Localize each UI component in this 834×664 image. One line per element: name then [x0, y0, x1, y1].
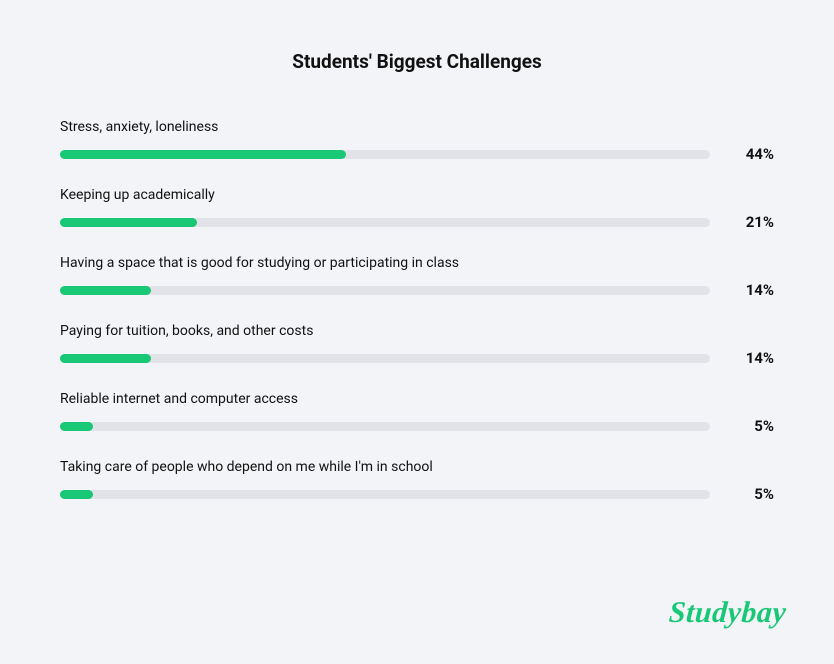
bar-value: 5% — [732, 485, 774, 503]
bar-track-wrap: 14% — [60, 349, 774, 367]
bar-track — [60, 422, 710, 431]
bar-track-wrap: 44% — [60, 145, 774, 163]
bar-row: Reliable internet and computer access 5% — [60, 391, 774, 435]
bar-label: Stress, anxiety, loneliness — [60, 119, 774, 135]
bar-fill — [60, 422, 93, 431]
bar-fill — [60, 286, 151, 295]
bar-row: Having a space that is good for studying… — [60, 255, 774, 299]
bar-fill — [60, 354, 151, 363]
bar-row: Paying for tuition, books, and other cos… — [60, 323, 774, 367]
bar-label: Paying for tuition, books, and other cos… — [60, 323, 774, 339]
bar-row: Stress, anxiety, loneliness 44% — [60, 119, 774, 163]
bar-fill — [60, 150, 346, 159]
bar-track-wrap: 5% — [60, 485, 774, 503]
bar-track — [60, 490, 710, 499]
bar-label: Keeping up academically — [60, 187, 774, 203]
bar-track — [60, 150, 710, 159]
bar-label: Reliable internet and computer access — [60, 391, 774, 407]
bar-chart: Stress, anxiety, loneliness 44% Keeping up… — [60, 119, 774, 503]
bar-label: Having a space that is good for studying… — [60, 255, 774, 271]
bar-value: 14% — [732, 349, 774, 367]
bar-track — [60, 354, 710, 363]
brand-logo: Studybay — [667, 596, 787, 630]
bar-value: 14% — [732, 281, 774, 299]
bar-track-wrap: 14% — [60, 281, 774, 299]
bar-label: Taking care of people who depend on me w… — [60, 459, 774, 475]
bar-value: 21% — [732, 213, 774, 231]
bar-track-wrap: 5% — [60, 417, 774, 435]
bar-value: 44% — [732, 145, 774, 163]
bar-row: Taking care of people who depend on me w… — [60, 459, 774, 503]
bar-track — [60, 218, 710, 227]
chart-title: Students' Biggest Challenges — [60, 50, 774, 73]
bar-value: 5% — [732, 417, 774, 435]
chart-container: Students' Biggest Challenges Stress, anx… — [0, 0, 834, 503]
bar-fill — [60, 490, 93, 499]
bar-fill — [60, 218, 197, 227]
bar-row: Keeping up academically 21% — [60, 187, 774, 231]
bar-track-wrap: 21% — [60, 213, 774, 231]
bar-track — [60, 286, 710, 295]
